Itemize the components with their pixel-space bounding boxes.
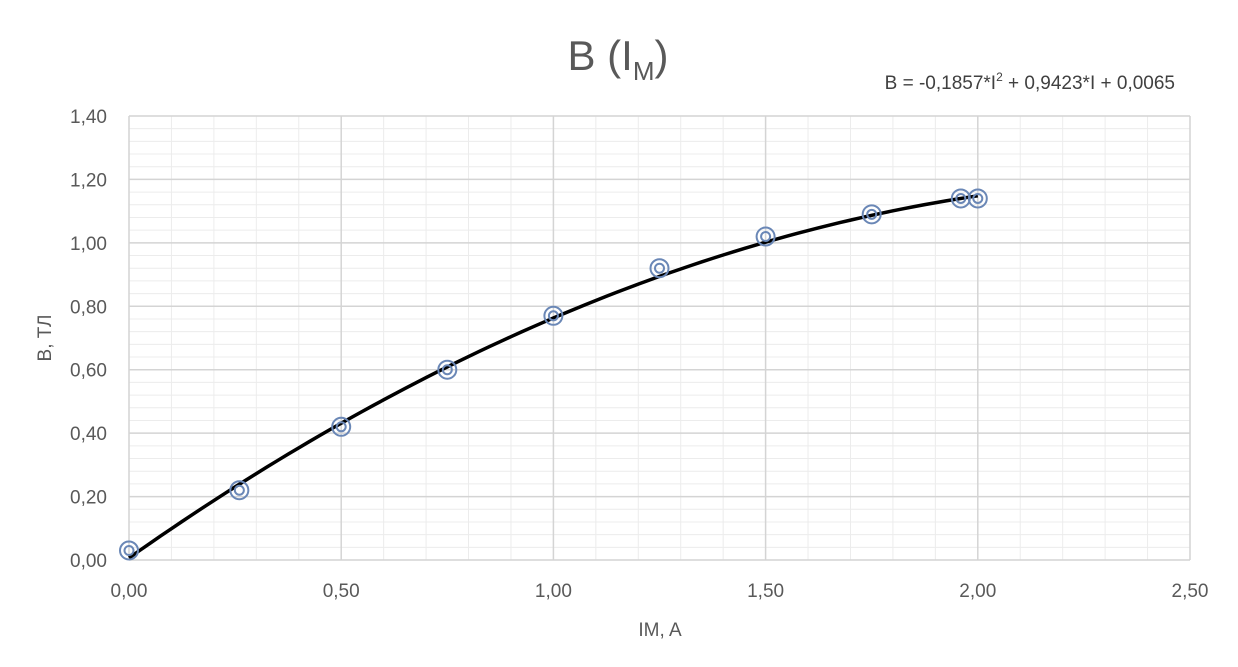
trendline	[127, 194, 979, 560]
y-tick-label: 0,20	[70, 488, 107, 509]
major-grid	[128, 115, 1191, 561]
data-point	[543, 305, 564, 326]
y-tick-label: 0,00	[70, 551, 107, 572]
x-axis-title: IM, A	[638, 620, 682, 641]
data-point	[755, 226, 776, 247]
y-tick-label: 0,60	[70, 361, 107, 382]
y-tick-label: 1,00	[70, 234, 107, 255]
data-points	[119, 188, 988, 561]
data-point	[229, 480, 250, 501]
data-point	[331, 416, 352, 437]
x-tick-labels: 0,00 0,50 1,00 1,50 2,00 2,50	[111, 581, 1209, 602]
x-tick-label: 0,50	[323, 581, 360, 602]
data-point	[649, 258, 670, 279]
data-point	[861, 204, 882, 225]
data-point	[967, 188, 988, 209]
data-point	[437, 359, 458, 380]
x-tick-label: 2,50	[1172, 581, 1209, 602]
x-tick-label: 1,00	[535, 581, 572, 602]
chart-title: B (IM)	[567, 32, 668, 86]
y-tick-label: 0,40	[70, 424, 107, 445]
x-tick-label: 2,00	[959, 581, 996, 602]
y-axis-title: B, ТЛ	[35, 315, 56, 362]
x-tick-label: 1,50	[747, 581, 784, 602]
y-tick-label: 1,40	[70, 107, 107, 128]
trendline-equation: B = -0,1857*I2 + 0,9423*I + 0,0065	[885, 70, 1175, 94]
x-tick-label: 0,00	[111, 581, 148, 602]
data-point	[950, 188, 971, 209]
y-tick-label: 0,80	[70, 297, 107, 318]
data-point	[119, 540, 139, 561]
y-tick-labels: 0,00 0,20 0,40 0,60 0,80 1,00 1,20 1,40	[70, 107, 107, 572]
y-tick-label: 1,20	[70, 170, 107, 191]
